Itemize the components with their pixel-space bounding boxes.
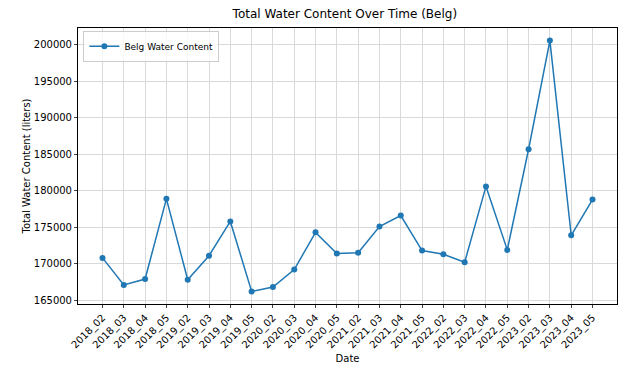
- svg-text:2023_03: 2023_03: [517, 312, 556, 351]
- svg-text:2019_05: 2019_05: [218, 312, 257, 351]
- svg-text:2021_02: 2021_02: [325, 312, 364, 351]
- svg-text:2020_03: 2020_03: [261, 312, 300, 351]
- svg-text:Belg Water Content: Belg Water Content: [124, 42, 213, 52]
- svg-text:2018_02: 2018_02: [69, 312, 108, 351]
- svg-text:2021_05: 2021_05: [389, 312, 428, 351]
- svg-text:2021_04: 2021_04: [367, 312, 406, 351]
- svg-text:2022_02: 2022_02: [410, 312, 449, 351]
- svg-text:2018_05: 2018_05: [133, 312, 172, 351]
- svg-text:2020_04: 2020_04: [282, 312, 321, 351]
- svg-text:Date: Date: [336, 353, 360, 364]
- svg-text:2023_02: 2023_02: [495, 312, 534, 351]
- svg-text:190000: 190000: [34, 112, 72, 123]
- svg-text:2022_04: 2022_04: [453, 312, 492, 351]
- svg-text:170000: 170000: [34, 258, 72, 269]
- svg-text:2023_05: 2023_05: [559, 312, 598, 351]
- svg-text:2021_03: 2021_03: [346, 312, 385, 351]
- svg-text:2018_04: 2018_04: [112, 312, 151, 351]
- svg-text:2020_02: 2020_02: [240, 312, 279, 351]
- svg-text:2019_02: 2019_02: [154, 312, 193, 351]
- svg-text:175000: 175000: [34, 222, 72, 233]
- svg-text:2023_04: 2023_04: [538, 312, 577, 351]
- svg-text:2018_03: 2018_03: [90, 312, 129, 351]
- svg-text:2019_04: 2019_04: [197, 312, 236, 351]
- svg-text:2022_03: 2022_03: [431, 312, 470, 351]
- svg-text:200000: 200000: [34, 39, 72, 50]
- svg-text:Total Water Content Over Time: Total Water Content Over Time (Belg): [232, 7, 457, 21]
- svg-text:Total Water Content (liters): Total Water Content (liters): [21, 98, 32, 234]
- svg-text:180000: 180000: [34, 185, 72, 196]
- svg-text:2022_05: 2022_05: [474, 312, 513, 351]
- svg-text:2019_03: 2019_03: [176, 312, 215, 351]
- svg-text:2020_05: 2020_05: [303, 312, 342, 351]
- svg-text:185000: 185000: [34, 149, 72, 160]
- svg-text:195000: 195000: [34, 76, 72, 87]
- svg-text:165000: 165000: [34, 295, 72, 306]
